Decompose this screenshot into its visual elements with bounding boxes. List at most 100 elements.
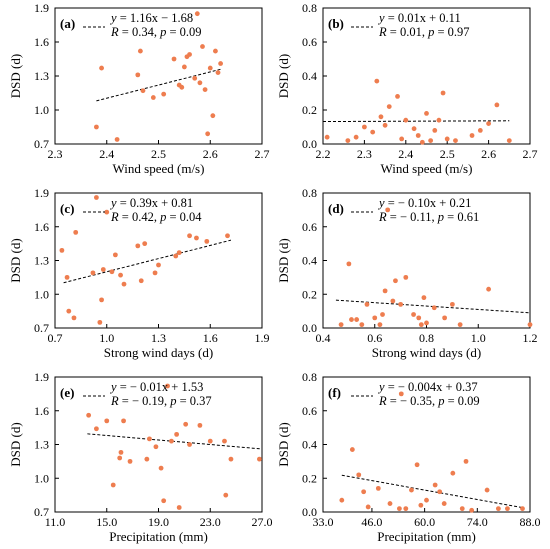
data-point: [444, 136, 450, 142]
y-axis-label: DSD (d): [276, 422, 291, 466]
data-point: [90, 270, 96, 276]
data-point: [520, 506, 525, 512]
data-point: [370, 129, 376, 135]
data-point: [424, 497, 429, 503]
data-point: [382, 122, 388, 128]
data-point: [377, 322, 383, 328]
y-tick-label: 0.0: [302, 505, 317, 519]
x-tick-label: 2.7: [255, 147, 270, 161]
x-tick-label: 74.0: [467, 515, 488, 529]
data-point: [223, 492, 229, 498]
data-point: [121, 281, 127, 287]
data-point: [441, 501, 447, 506]
data-point: [174, 431, 180, 437]
x-tick-label: 19.0: [148, 515, 169, 529]
panel-label: (f): [328, 385, 341, 400]
data-point: [399, 136, 405, 142]
data-point: [179, 84, 185, 90]
y-tick-label: 0.2: [302, 471, 317, 485]
panel-label: (a): [60, 16, 75, 31]
y-tick-label: 0.8: [302, 1, 317, 15]
data-point: [463, 458, 469, 464]
data-point: [144, 456, 150, 462]
data-point: [173, 253, 179, 259]
data-point: [382, 288, 388, 294]
data-point: [403, 117, 409, 123]
data-point: [194, 235, 199, 241]
fit-stats: R = 0.01, p = 0.97: [378, 25, 470, 39]
x-tick-label: 1.0: [99, 331, 114, 345]
x-tick-label: 2.2: [316, 147, 331, 161]
data-point: [156, 262, 161, 268]
fit-equation: y = − 0.004x + 0.37: [377, 380, 478, 394]
y-tick-label: 1.0: [34, 103, 49, 117]
data-point: [110, 482, 116, 488]
y-tick-label: 0.0: [302, 321, 317, 335]
data-point: [228, 456, 234, 462]
x-tick-label: 1.2: [523, 331, 538, 345]
x-axis-label: Wind speed (m/s): [381, 161, 473, 176]
data-point: [187, 442, 192, 447]
data-point: [415, 133, 421, 138]
data-point: [225, 233, 230, 239]
data-point: [386, 104, 392, 109]
panel-f: 33.0 46.0 60.0 74.0 88.0 0.0 0.2 0.4 0.6 0.8 Preci…: [276, 370, 541, 544]
y-tick-label: 1.9: [34, 1, 49, 15]
data-point: [374, 78, 380, 84]
y-tick-label: 0.7: [34, 505, 49, 519]
data-point: [421, 295, 427, 301]
x-tick-label: 1.6: [203, 331, 218, 345]
fit-stats: R = 0.42, p = 0.04: [110, 210, 202, 224]
fit-stats: R = − 0.35, p = 0.09: [378, 394, 480, 408]
x-tick-label: 27.0: [252, 515, 273, 529]
x-tick-label: 88.0: [520, 515, 541, 529]
x-tick-label: 0.4: [316, 331, 331, 345]
y-tick-label: 0.7: [34, 321, 49, 335]
y-axis-label: DSD (d): [8, 422, 23, 466]
x-axis-label: Strong wind days (d): [372, 345, 481, 360]
data-point: [215, 70, 221, 75]
data-point: [372, 315, 378, 321]
data-point: [187, 52, 192, 57]
data-point: [142, 241, 148, 247]
x-axis-label: Precipitation (mm): [109, 529, 208, 544]
data-point: [176, 505, 182, 510]
data-point: [338, 322, 344, 328]
data-point: [127, 458, 133, 464]
data-point: [416, 315, 422, 321]
data-point: [375, 485, 381, 491]
data-point: [424, 111, 429, 116]
x-tick-label: 2.5: [151, 147, 166, 161]
y-tick-label: 0.6: [302, 35, 317, 49]
data-point: [378, 114, 384, 120]
data-point: [324, 134, 330, 140]
y-tick-label: 1.9: [34, 370, 49, 384]
data-point: [205, 131, 211, 137]
data-point: [97, 319, 103, 325]
data-point: [361, 489, 367, 495]
x-tick-label: 2.4: [398, 147, 413, 161]
x-tick-label: 23.0: [200, 515, 221, 529]
data-point: [112, 252, 118, 258]
data-point: [161, 498, 167, 504]
fit-stats: R = − 0.19, p = 0.37: [110, 394, 212, 408]
y-axis-label: DSD (d): [276, 54, 291, 98]
y-tick-label: 1.3: [34, 438, 49, 452]
data-point: [364, 301, 370, 307]
data-point: [353, 134, 359, 140]
x-tick-label: 11.0: [45, 515, 66, 529]
data-point: [257, 456, 262, 462]
x-axis-label: Wind speed (m/s): [113, 161, 205, 176]
x-tick-label: 0.7: [48, 331, 63, 345]
data-point: [486, 286, 491, 292]
data-point: [165, 383, 170, 389]
data-point: [362, 124, 367, 130]
panel-a: 2.3 2.4 2.5 2.6 2.7 0.7 1.0 1.3 1.6 1.9 Wind speed…: [8, 1, 270, 176]
y-tick-label: 0.4: [302, 438, 317, 452]
data-point: [424, 320, 429, 326]
data-point: [99, 297, 104, 303]
data-point: [409, 487, 414, 493]
x-tick-label: 2.6: [203, 147, 218, 161]
panel-e: 11.0 15.0 19.0 23.0 27.0 0.7 1.0 1.3 1.6 1.9 Preci…: [8, 370, 273, 544]
